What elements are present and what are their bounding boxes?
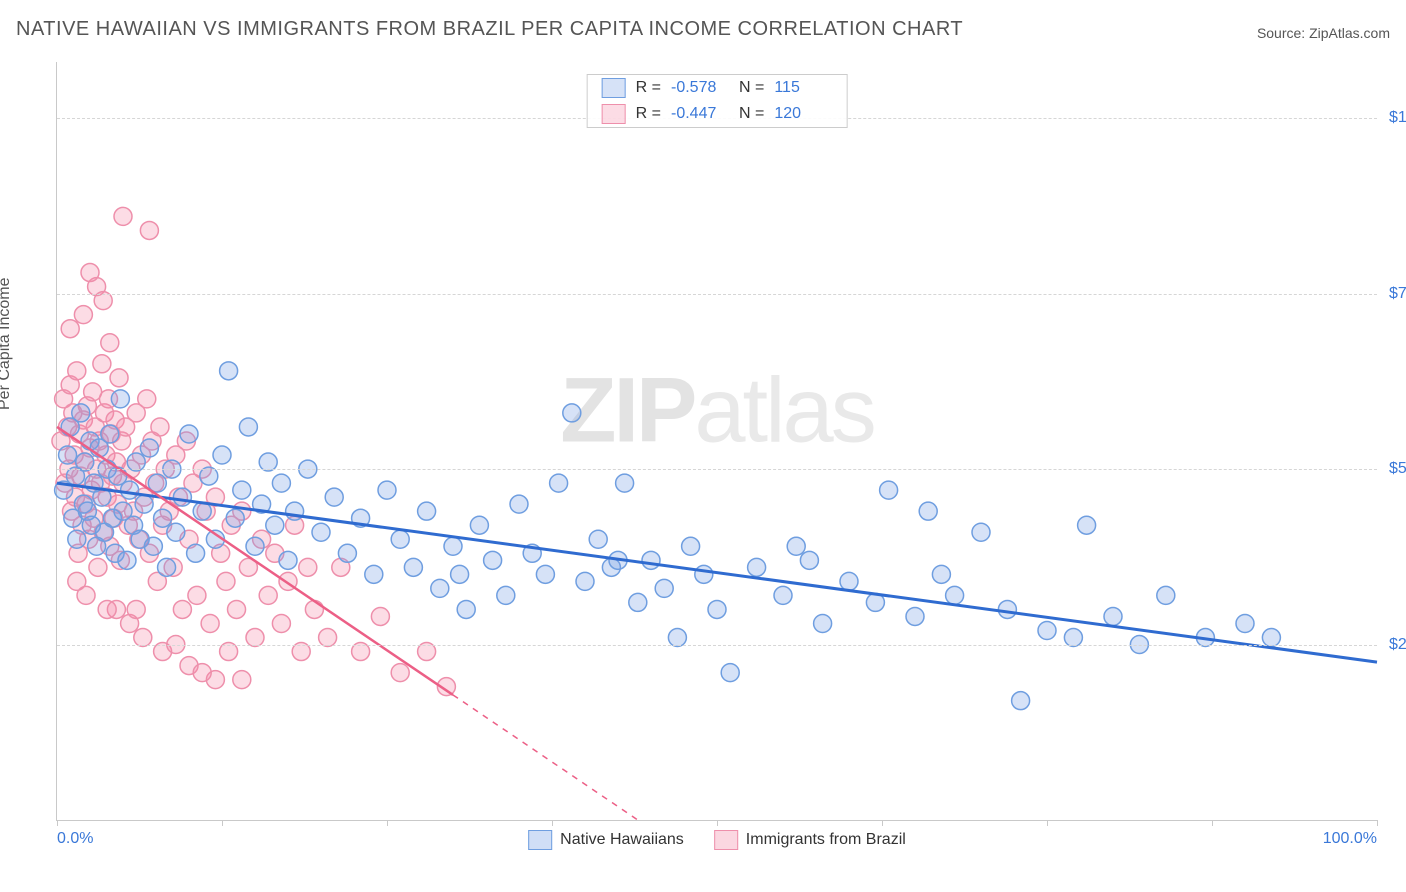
plot-area: ZIPatlas R = -0.578 N = 115 R = -0.447 N… (56, 62, 1377, 821)
series-legend: Native Hawaiians Immigrants from Brazil (528, 830, 906, 850)
chart-source: Source: ZipAtlas.com (1257, 25, 1390, 41)
y-axis-label: Per Capita Income (0, 277, 14, 410)
legend-item-0: Native Hawaiians (528, 830, 684, 850)
legend-swatch-1 (714, 830, 738, 850)
x-axis-min: 0.0% (57, 830, 93, 848)
legend-item-1: Immigrants from Brazil (714, 830, 906, 850)
chart-header: NATIVE HAWAIIAN VS IMMIGRANTS FROM BRAZI… (16, 18, 1390, 41)
swatch-series-0 (602, 78, 626, 98)
source-link[interactable]: ZipAtlas.com (1309, 25, 1390, 41)
scatter-plot (57, 62, 1377, 820)
swatch-series-1 (602, 104, 626, 124)
stats-row-1: R = -0.447 N = 120 (588, 101, 847, 127)
x-axis-max: 100.0% (1323, 830, 1377, 848)
chart-container: Per Capita Income ZIPatlas R = -0.578 N … (16, 50, 1390, 850)
legend-swatch-0 (528, 830, 552, 850)
stats-row-0: R = -0.578 N = 115 (588, 75, 847, 101)
chart-title: NATIVE HAWAIIAN VS IMMIGRANTS FROM BRAZI… (16, 18, 963, 41)
stats-legend: R = -0.578 N = 115 R = -0.447 N = 120 (587, 74, 848, 128)
